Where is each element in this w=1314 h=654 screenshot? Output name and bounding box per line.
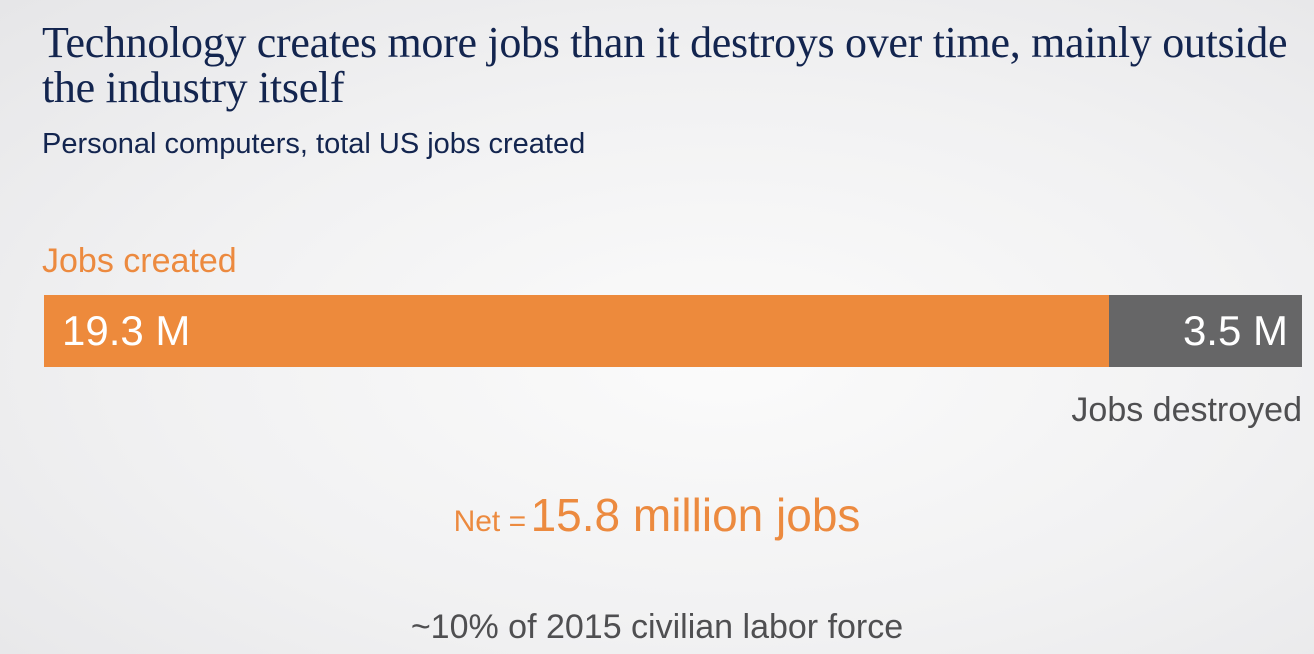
chart-subtitle: Personal computers, total US jobs create…	[42, 128, 586, 160]
data-label: 3.5 M	[1182, 307, 1288, 354]
net-label: Net =	[453, 505, 527, 538]
footnote: ~10% of 2015 civilian labor force	[410, 608, 904, 646]
net-value: 15.8 million jobs	[530, 489, 861, 541]
legend-jobs-destroyed: Jobs destroyed	[1071, 391, 1302, 429]
chart-title: Technology creates more jobs than it des…	[42, 18, 1288, 112]
stacked-bar: 19.3 M 3.5 M	[44, 295, 1302, 367]
bar-segment-jobs-destroyed: 3.5 M	[1109, 295, 1302, 367]
legend-jobs-created: Jobs created	[42, 242, 237, 280]
net-summary: Net = 15.8 million jobs	[0, 488, 1314, 542]
bar-segment-jobs-created: 19.3 M	[44, 295, 1109, 367]
data-label: 19.3 M	[62, 307, 191, 354]
